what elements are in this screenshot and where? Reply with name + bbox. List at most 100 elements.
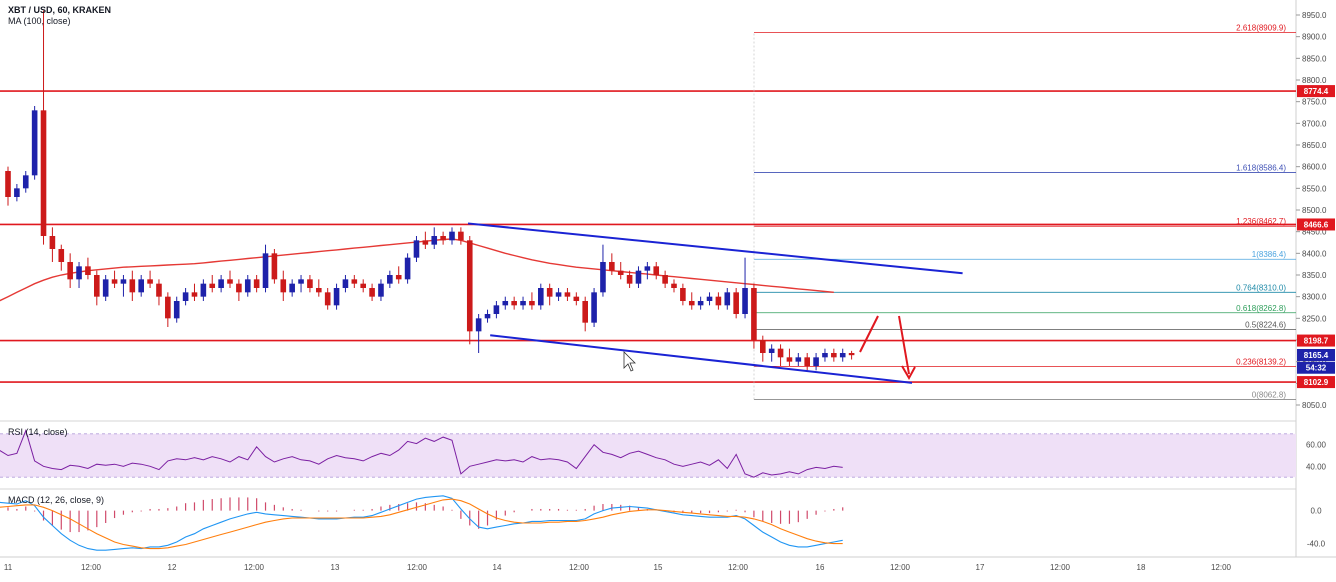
y-tick-label: 8750.0 xyxy=(1302,98,1327,107)
price-badge-label: 54:32 xyxy=(1306,364,1327,373)
price-badge[interactable] xyxy=(1297,348,1335,361)
candle-body xyxy=(76,266,82,280)
candle-body xyxy=(102,279,109,297)
candle-body xyxy=(511,301,517,306)
candle-body xyxy=(378,283,384,297)
y-tick-label: 8400.0 xyxy=(1302,249,1327,258)
x-tick-label: 16 xyxy=(816,563,825,572)
price-badge[interactable] xyxy=(1297,334,1335,347)
candle-body xyxy=(58,249,65,262)
rsi-title: RSI (14, close) xyxy=(8,427,68,437)
candle-body xyxy=(600,262,606,293)
fib-level-label: 1.618(8586.4) xyxy=(1236,164,1286,173)
x-tick-label: 17 xyxy=(976,563,985,572)
price-badge-label: 8774.4 xyxy=(1304,87,1329,96)
candle-body xyxy=(173,301,180,319)
y-tick-label: 8300.0 xyxy=(1302,293,1327,302)
x-tick-label: 12:00 xyxy=(81,563,102,572)
candle-body xyxy=(831,353,837,358)
price-badge[interactable] xyxy=(1297,85,1335,98)
candle-body xyxy=(120,279,127,284)
candle-body xyxy=(475,318,482,332)
x-tick-label: 12:00 xyxy=(1211,563,1232,572)
candle-body xyxy=(289,283,295,293)
candle-body xyxy=(387,275,393,284)
candle-body xyxy=(449,231,455,241)
candle-body xyxy=(671,283,677,288)
x-tick-label: 15 xyxy=(654,563,663,572)
candle-body xyxy=(111,279,118,284)
macd-title: MACD (12, 26, close, 9) xyxy=(8,495,105,505)
y-tick-label: 8350.0 xyxy=(1302,271,1327,280)
candle-body xyxy=(94,275,100,297)
y-tick-label: 8950.0 xyxy=(1302,11,1327,20)
y-tick-label: 8500.0 xyxy=(1302,206,1327,215)
candle-body xyxy=(555,292,562,297)
fib-level-label: 0.764(8310.0) xyxy=(1236,283,1286,292)
candle-body xyxy=(262,253,269,288)
candle-body xyxy=(662,275,668,284)
ma-title: MA (100, close) xyxy=(8,16,71,26)
candle-body xyxy=(280,279,287,293)
candle-body xyxy=(484,314,491,319)
y-tick-label: 8600.0 xyxy=(1302,163,1327,172)
candle-body xyxy=(40,110,47,236)
candle-body xyxy=(591,292,597,323)
x-tick-label: 14 xyxy=(493,563,502,572)
y-tick-label: 8700.0 xyxy=(1302,119,1327,128)
projection-arrow-down xyxy=(898,315,910,375)
candle-body xyxy=(422,240,429,245)
candle-body xyxy=(440,236,446,241)
x-tick-label: 12 xyxy=(168,563,177,572)
candle-body xyxy=(182,292,189,301)
candle-body xyxy=(307,279,313,288)
candle-body xyxy=(147,279,153,284)
macd-y-tick-label: 0.0 xyxy=(1310,507,1322,516)
y-tick-label: 8850.0 xyxy=(1302,54,1327,63)
channel-upper-trendline[interactable] xyxy=(467,222,963,275)
price-badge-label: 8165.4 xyxy=(1304,351,1329,360)
candle-body xyxy=(253,279,260,288)
candle-body xyxy=(324,292,331,306)
rsi-y-tick-label: 40.00 xyxy=(1306,462,1327,471)
projection-arrow-up xyxy=(859,315,879,353)
candle-body xyxy=(635,270,642,284)
candle-body xyxy=(839,353,846,358)
channel-lower-trendline[interactable] xyxy=(490,334,913,384)
candle-body xyxy=(786,357,793,362)
candle-body xyxy=(5,171,11,197)
candle-body xyxy=(165,296,171,319)
candle-body xyxy=(546,288,553,297)
macd-y-tick-label: -40.0 xyxy=(1307,540,1326,549)
candle-body xyxy=(227,279,233,284)
rsi-y-tick-label: 60.00 xyxy=(1306,441,1327,450)
candle-body xyxy=(724,292,731,306)
candle-body xyxy=(395,275,402,280)
projection-arrow-head xyxy=(901,365,916,381)
candle-body xyxy=(520,301,526,306)
x-tick-label: 12:00 xyxy=(728,563,749,572)
price-badge[interactable] xyxy=(1297,361,1335,374)
candle-body xyxy=(653,266,660,275)
candle-body xyxy=(751,288,757,340)
candle-body xyxy=(644,266,651,271)
candle-body xyxy=(617,270,624,275)
symbol-title: XBT / USD, 60, KRAKEN xyxy=(8,5,112,15)
price-badge[interactable] xyxy=(1297,376,1335,389)
candle-body xyxy=(688,301,695,306)
y-tick-label: 8900.0 xyxy=(1302,33,1327,42)
candle-body xyxy=(200,283,207,297)
candle-body xyxy=(191,292,198,297)
price-badge[interactable] xyxy=(1297,218,1335,231)
candle-body xyxy=(236,283,242,293)
candle-body xyxy=(316,288,322,293)
fib-level-label: 0(8062.8) xyxy=(1252,390,1287,399)
candle-body xyxy=(582,301,588,323)
candle-body xyxy=(404,257,411,280)
y-tick-label: 8650.0 xyxy=(1302,141,1327,150)
candle-body xyxy=(626,275,633,284)
candle-body xyxy=(431,236,438,245)
candle-body xyxy=(804,357,810,366)
